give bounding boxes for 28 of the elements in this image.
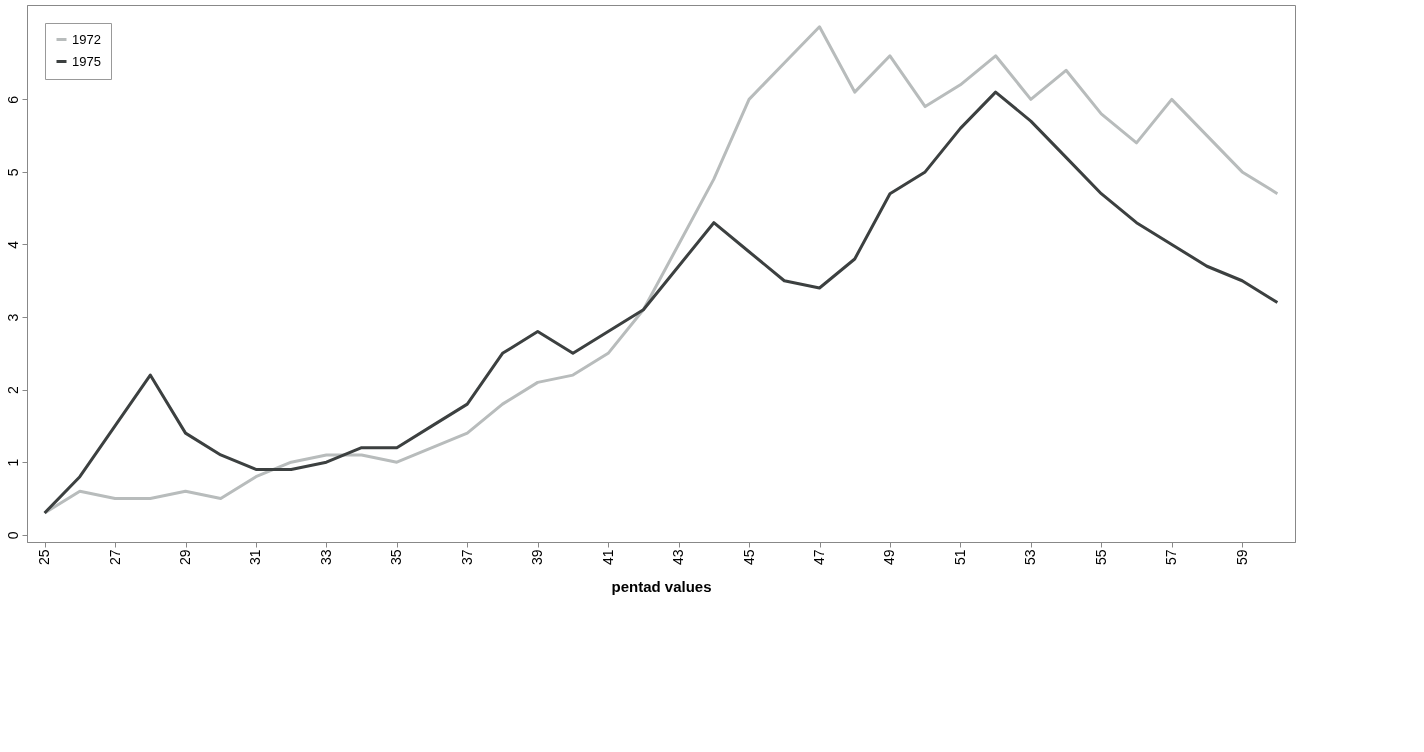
- y-tick-label: 5: [4, 168, 21, 177]
- y-tick-label: 0: [4, 531, 21, 540]
- x-tick-label: 33: [317, 549, 334, 566]
- x-tick-label: 55: [1092, 549, 1109, 566]
- y-tick-label: 6: [4, 95, 21, 104]
- x-tick-label: 27: [106, 549, 123, 566]
- x-tick-label: 49: [881, 549, 898, 566]
- x-tick-label: 29: [177, 549, 193, 566]
- x-tick-label: 45: [740, 549, 757, 566]
- y-tick-label: 2: [4, 386, 21, 395]
- x-tick-label: 41: [599, 549, 616, 566]
- x-tick-label: 47: [811, 549, 827, 566]
- y-tick-label: 1: [4, 458, 21, 467]
- x-tick-label: 37: [458, 549, 475, 566]
- x-axis-title: pentad values: [611, 578, 712, 596]
- legend-label: 1975: [72, 53, 101, 69]
- x-tick-label: 59: [1233, 549, 1250, 566]
- x-tick-label: 43: [670, 549, 687, 566]
- x-tick-label: 57: [1163, 549, 1180, 566]
- y-tick-label: 4: [4, 240, 21, 249]
- x-tick-label: 39: [529, 549, 546, 566]
- x-tick-label: 25: [36, 549, 53, 566]
- x-tick-label: 51: [951, 549, 968, 566]
- legend-label: 1972: [72, 31, 101, 47]
- y-tick-label: 3: [4, 313, 21, 322]
- x-tick-label: 53: [1022, 549, 1039, 566]
- x-tick-label: 35: [388, 549, 405, 566]
- x-tick-label: 31: [247, 549, 264, 566]
